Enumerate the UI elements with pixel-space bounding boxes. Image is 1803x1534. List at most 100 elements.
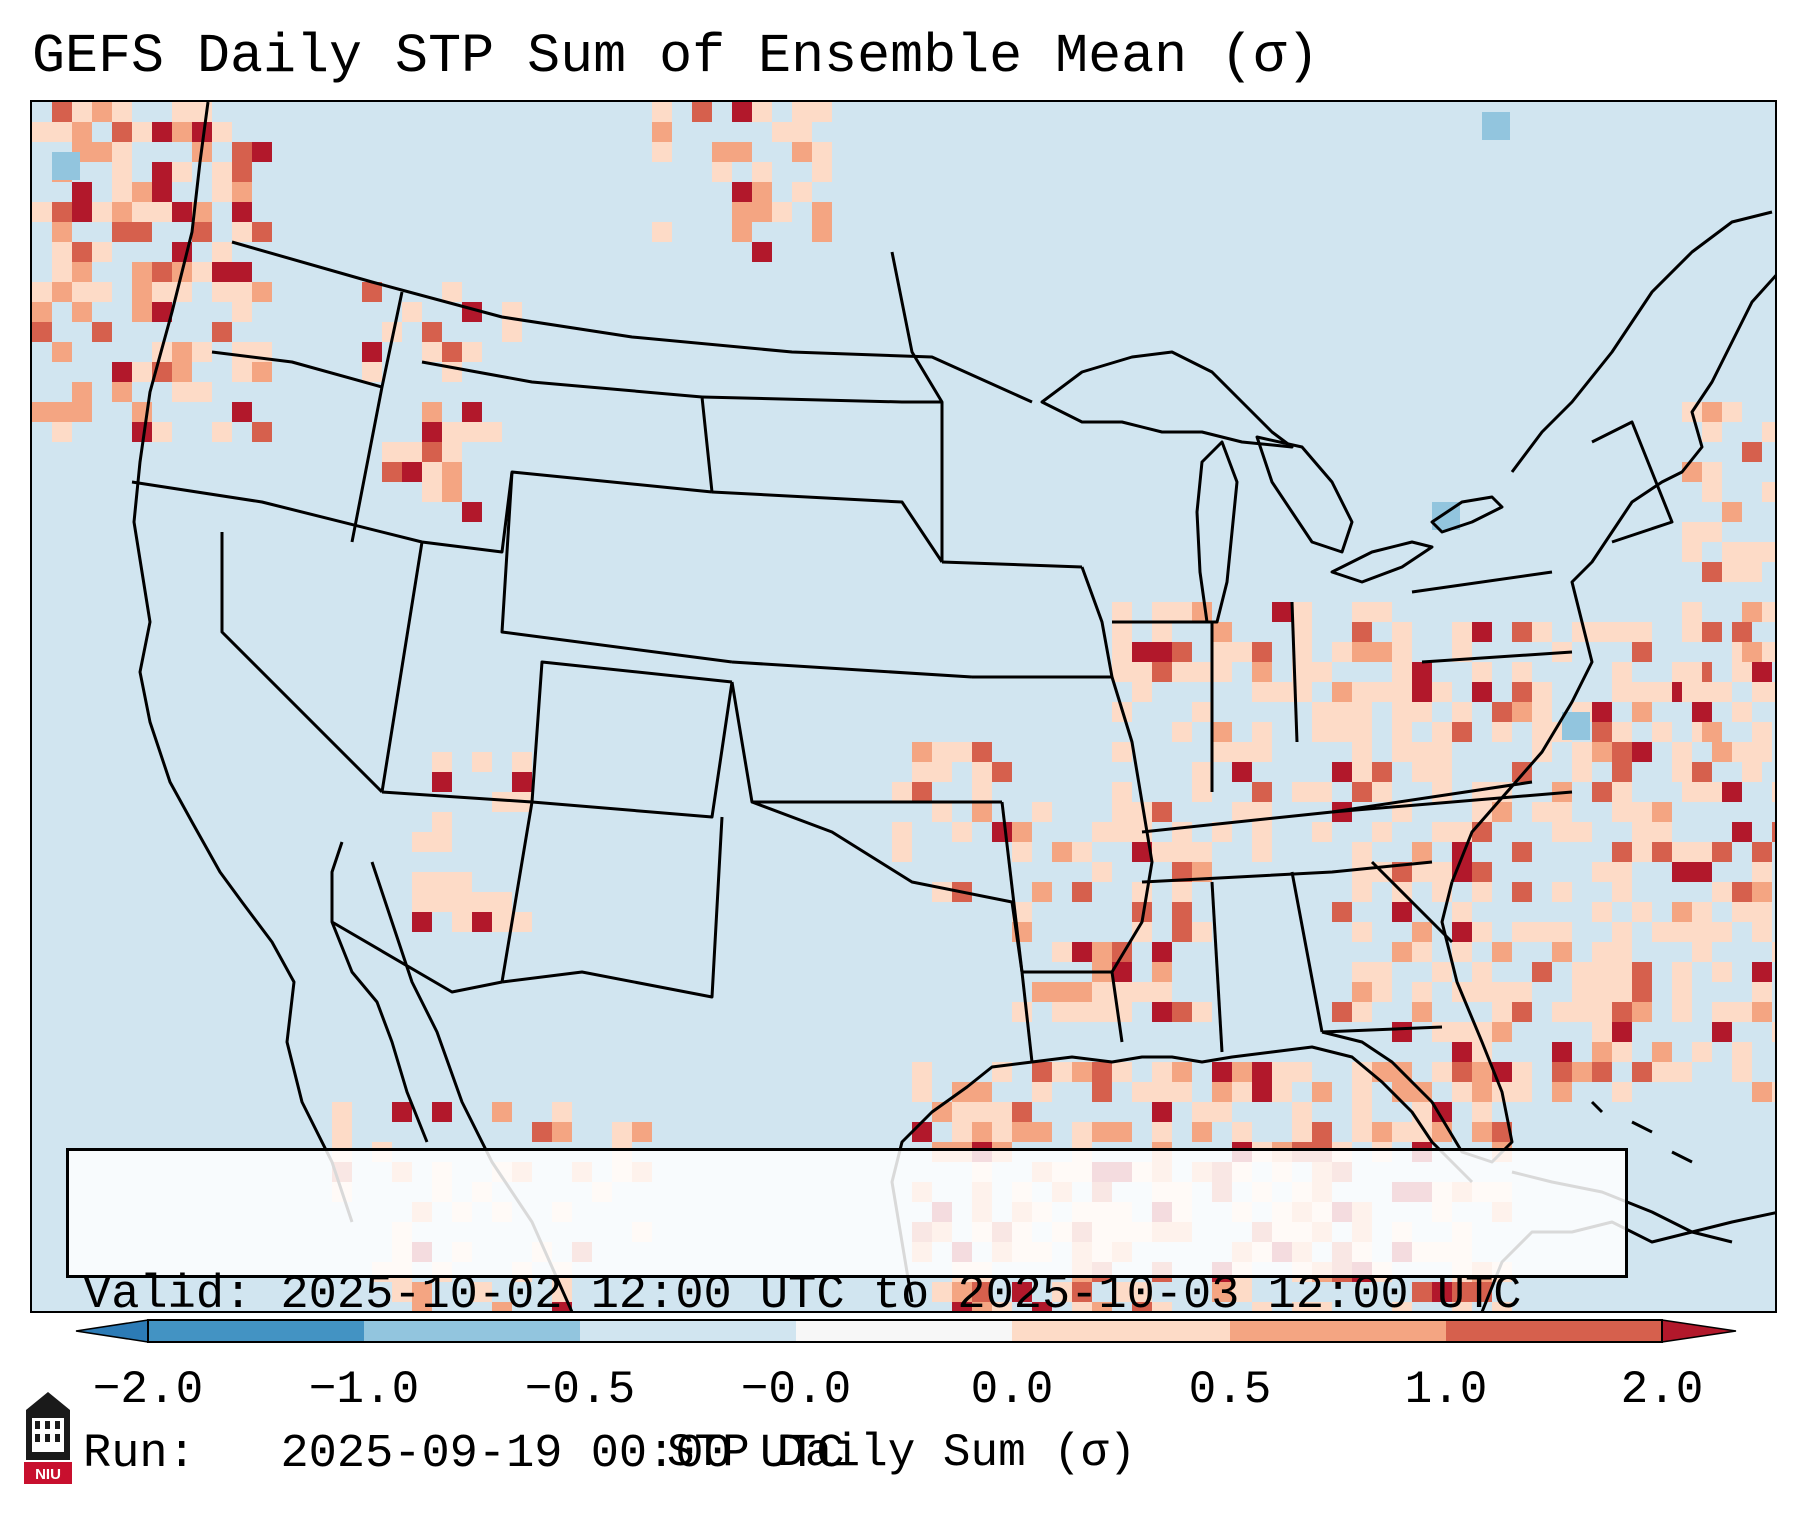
anomaly-cell [212,422,232,442]
anomaly-cell [1752,742,1772,762]
anomaly-cell [72,382,92,402]
anomaly-cell [1112,822,1132,842]
anomaly-cell [1232,642,1252,662]
anomaly-cell [1052,942,1072,962]
colorbar-bin-4 [796,1320,1012,1342]
anomaly-cell [52,262,72,282]
anomaly-cell [52,342,72,362]
anomaly-cell [1652,682,1672,702]
anomaly-cell [1632,742,1652,762]
anomaly-cell [72,102,92,122]
map-panel [30,100,1777,1313]
anomaly-cell [1232,1062,1252,1082]
anomaly-cell [1172,842,1192,862]
anomaly-cell [1392,642,1412,662]
anomaly-cell [1132,662,1152,682]
anomaly-cell [212,282,232,302]
anomaly-cell [952,1302,972,1311]
border-ms-al [1210,881,1224,1053]
anomaly-cell [1252,842,1272,862]
anomaly-cell [422,322,442,342]
anomaly-cell [1672,842,1692,862]
anomaly-cell [1112,662,1132,682]
anomaly-cell [1692,1042,1712,1062]
anomaly-cell [1152,1122,1172,1142]
anomaly-cell [1472,682,1492,702]
anomaly-cell [92,102,112,122]
anomaly-cell [1492,982,1512,1002]
anomaly-cell [772,122,792,142]
anomaly-cell [412,1302,432,1311]
colorbar-over-triangle [1661,1319,1737,1343]
anomaly-cell [1392,662,1412,682]
anomaly-cell [462,402,482,422]
anomaly-cell [912,782,932,802]
border-wy-co [500,471,733,664]
anomaly-cell [472,752,492,772]
anomaly-cell [192,262,212,282]
anomaly-cell [1612,862,1632,882]
anomaly-cell [1072,1122,1092,1142]
anomaly-cell [1712,742,1732,762]
anomaly-cell [1592,902,1612,922]
anomaly-cell [1112,642,1132,662]
anomaly-cell [1672,982,1692,1002]
anomaly-cell [32,122,52,142]
anomaly-cell [152,302,172,322]
anomaly-cell [452,892,472,912]
anomaly-cell [1762,602,1775,622]
anomaly-cell-negative [1482,112,1510,140]
valid-label: Valid: [83,1269,253,1322]
colorbar-under-triangle [75,1319,149,1343]
anomaly-cell [972,1282,992,1302]
anomaly-cell [212,182,232,202]
anomaly-cell [1032,802,1052,822]
anomaly-cell [1672,1002,1692,1022]
run-value: 2025-09-19 00:00 UTC [280,1428,845,1481]
anomaly-cell [1192,662,1212,682]
anomaly-cell [72,282,92,302]
colorbar-bin-2 [364,1320,580,1342]
anomaly-cell [112,202,132,222]
anomaly-cell [1292,662,1312,682]
anomaly-cell [1632,822,1652,842]
anomaly-cell [1732,1042,1752,1062]
border-nc-va [1331,790,1573,814]
anomaly-cell [1752,862,1772,882]
anomaly-cell [1172,1062,1192,1082]
anomaly-cell [1752,1082,1772,1102]
anomaly-cell [952,742,972,762]
anomaly-cell [1682,542,1702,562]
anomaly-cell [1632,1002,1652,1022]
anomaly-cell [72,122,92,142]
anomaly-cell [552,1122,572,1142]
anomaly-cell [1132,1282,1152,1302]
anomaly-cell [1352,882,1372,902]
border-nv-ut [380,541,424,793]
anomaly-cell [912,742,932,762]
anomaly-cell [1292,1302,1312,1311]
anomaly-cell [752,162,772,182]
anomaly-cell [1472,622,1492,642]
anomaly-cell [1232,762,1252,782]
anomaly-cell [1172,662,1192,682]
anomaly-cell [1472,822,1492,842]
anomaly-cell [232,362,252,382]
anomaly-cell [1092,942,1112,962]
anomaly-cell [1732,882,1752,902]
anomaly-cell [952,1102,972,1122]
anomaly-cell [1472,1122,1492,1142]
border-ga-sc [1370,860,1454,944]
anomaly-cell [1652,922,1672,942]
anomaly-cell [1392,702,1412,722]
anomaly-cell [1612,842,1632,862]
border-ga-fl [1321,1025,1443,1034]
anomaly-cell [1682,682,1702,702]
anomaly-cell [1612,722,1632,742]
anomaly-cell [1742,762,1762,782]
anomaly-cell [1712,922,1732,942]
anomaly-cell [1632,802,1652,822]
anomaly-cell [1032,1122,1052,1142]
anomaly-cell [1412,862,1432,882]
niu-logo: NIU [24,1392,72,1484]
